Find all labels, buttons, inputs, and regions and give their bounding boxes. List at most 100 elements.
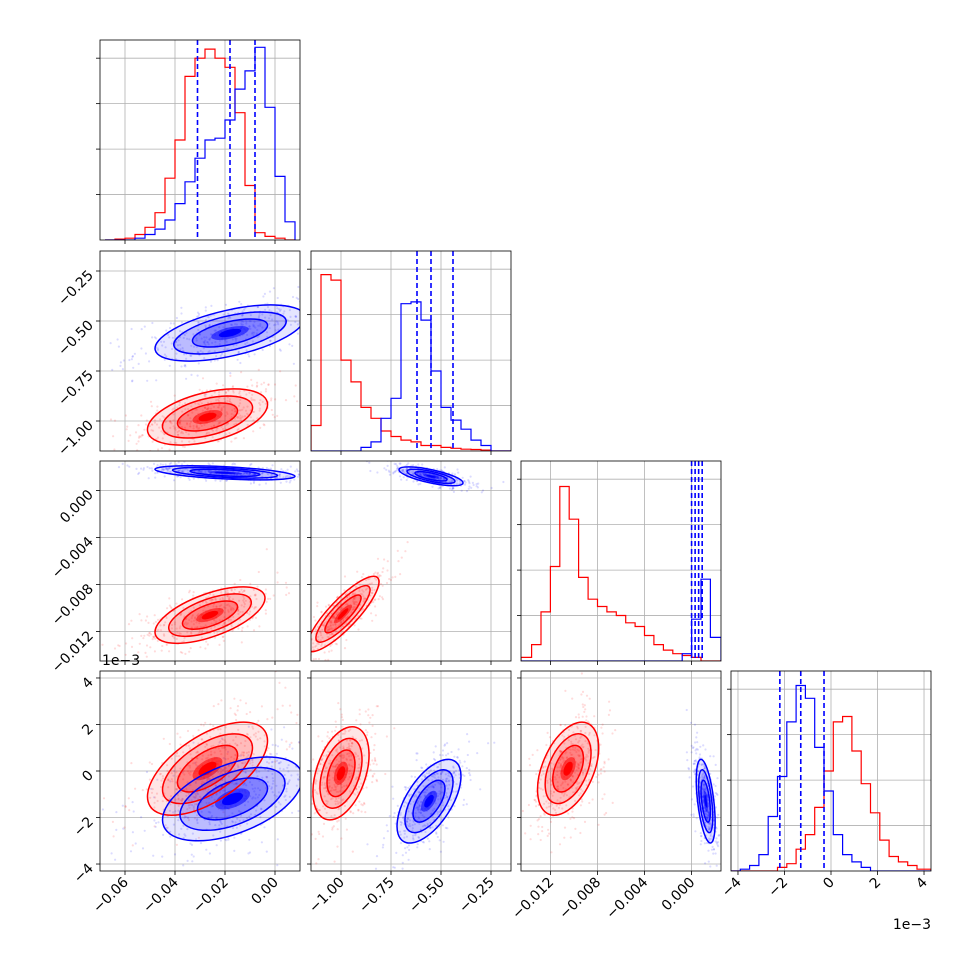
scatter-point bbox=[308, 624, 310, 626]
scatter-point bbox=[280, 482, 282, 484]
scatter-point bbox=[327, 304, 329, 306]
scatter-point bbox=[165, 455, 167, 457]
scatter-point bbox=[421, 463, 423, 465]
scatter-point bbox=[110, 418, 112, 420]
scatter-point bbox=[161, 645, 163, 647]
scatter-point bbox=[335, 721, 337, 723]
scatter-point bbox=[288, 592, 290, 594]
scatter-point bbox=[272, 744, 274, 746]
scatter-point bbox=[603, 793, 605, 795]
scatter-point bbox=[270, 753, 272, 755]
scatter-point bbox=[290, 711, 292, 713]
scatter-point bbox=[416, 759, 418, 761]
scatter-point bbox=[392, 798, 394, 800]
scatter-point bbox=[407, 541, 409, 543]
scatter-point bbox=[427, 837, 429, 839]
scatter-point bbox=[369, 470, 371, 472]
scatter-point bbox=[407, 787, 409, 789]
scatter-point bbox=[145, 423, 147, 425]
scatter-point bbox=[324, 651, 326, 653]
scatter-point bbox=[198, 313, 200, 315]
scatter-point bbox=[331, 731, 333, 733]
scatter-point bbox=[541, 826, 543, 828]
scatter-point bbox=[382, 844, 384, 846]
scatter-point bbox=[371, 759, 373, 761]
scatter-point bbox=[128, 809, 130, 811]
scatter-point bbox=[237, 705, 239, 707]
scatter-point bbox=[161, 856, 163, 858]
scatter-point bbox=[435, 831, 437, 833]
scatter-point bbox=[320, 611, 322, 613]
scatter-point bbox=[381, 571, 383, 573]
scatter-point bbox=[371, 620, 373, 622]
scatter-point bbox=[132, 844, 134, 846]
scatter-point bbox=[603, 766, 605, 768]
scatter-point bbox=[213, 705, 215, 707]
scatter-point bbox=[144, 652, 146, 654]
scatter-point bbox=[481, 491, 483, 493]
scatter-point bbox=[307, 813, 309, 815]
scatter-point bbox=[135, 468, 137, 470]
scatter-point bbox=[608, 714, 610, 716]
scatter-point bbox=[604, 814, 606, 816]
scatter-point bbox=[135, 842, 137, 844]
scatter-point bbox=[126, 464, 128, 466]
scatter-point bbox=[114, 647, 116, 649]
scatter-point bbox=[312, 318, 314, 320]
scatter-point bbox=[447, 816, 449, 818]
scatter-point bbox=[704, 842, 706, 844]
scatter-point bbox=[277, 745, 279, 747]
scatter-point bbox=[245, 702, 247, 704]
scatter-point bbox=[443, 841, 445, 843]
scatter-point bbox=[285, 582, 287, 584]
scatter-point bbox=[138, 363, 140, 365]
scatter-point bbox=[249, 851, 251, 853]
scatter-point bbox=[462, 774, 464, 776]
scatter-point bbox=[139, 613, 141, 615]
scatter-point bbox=[131, 358, 133, 360]
scatter-point bbox=[453, 805, 455, 807]
scatter-point bbox=[181, 321, 183, 323]
scatter-point bbox=[132, 801, 134, 803]
scatter-point bbox=[125, 414, 127, 416]
scatter-point bbox=[274, 383, 276, 385]
scatter-point bbox=[376, 763, 378, 765]
scatter-point bbox=[83, 473, 85, 475]
scatter-point bbox=[372, 714, 374, 716]
scatter-point bbox=[464, 484, 466, 486]
scatter-point bbox=[609, 709, 611, 711]
scatter-point bbox=[408, 849, 410, 851]
scatter-point bbox=[690, 722, 692, 724]
scatter-point bbox=[255, 617, 257, 619]
scatter-point bbox=[154, 614, 156, 616]
scatter-point bbox=[365, 710, 367, 712]
scatter-point bbox=[265, 482, 267, 484]
scatter-point bbox=[289, 746, 291, 748]
scatter-point bbox=[297, 476, 299, 478]
scatter-point bbox=[403, 476, 405, 478]
scatter-point bbox=[393, 816, 395, 818]
scatter-point bbox=[293, 478, 295, 480]
scatter-point bbox=[466, 733, 468, 735]
scatter-point bbox=[397, 805, 399, 807]
scatter-point bbox=[333, 476, 335, 478]
scatter-point bbox=[452, 487, 454, 489]
scatter-point bbox=[336, 820, 338, 822]
scatter-point bbox=[152, 441, 154, 443]
scatter-point bbox=[142, 847, 144, 849]
scatter-point bbox=[130, 850, 132, 852]
scatter-point bbox=[191, 844, 193, 846]
scatter-point bbox=[270, 399, 272, 401]
scatter-point bbox=[239, 362, 241, 364]
scatter-point bbox=[223, 640, 225, 642]
scatter-point bbox=[168, 597, 170, 599]
scatter-point bbox=[605, 812, 607, 814]
scatter-point bbox=[337, 828, 339, 830]
scatter-point bbox=[317, 326, 319, 328]
scatter-point bbox=[207, 643, 209, 645]
scatter-point bbox=[399, 573, 401, 575]
scatter-point bbox=[148, 360, 150, 362]
scatter-point bbox=[698, 756, 700, 758]
scatter-point bbox=[331, 650, 333, 652]
scatter-point bbox=[165, 463, 167, 465]
